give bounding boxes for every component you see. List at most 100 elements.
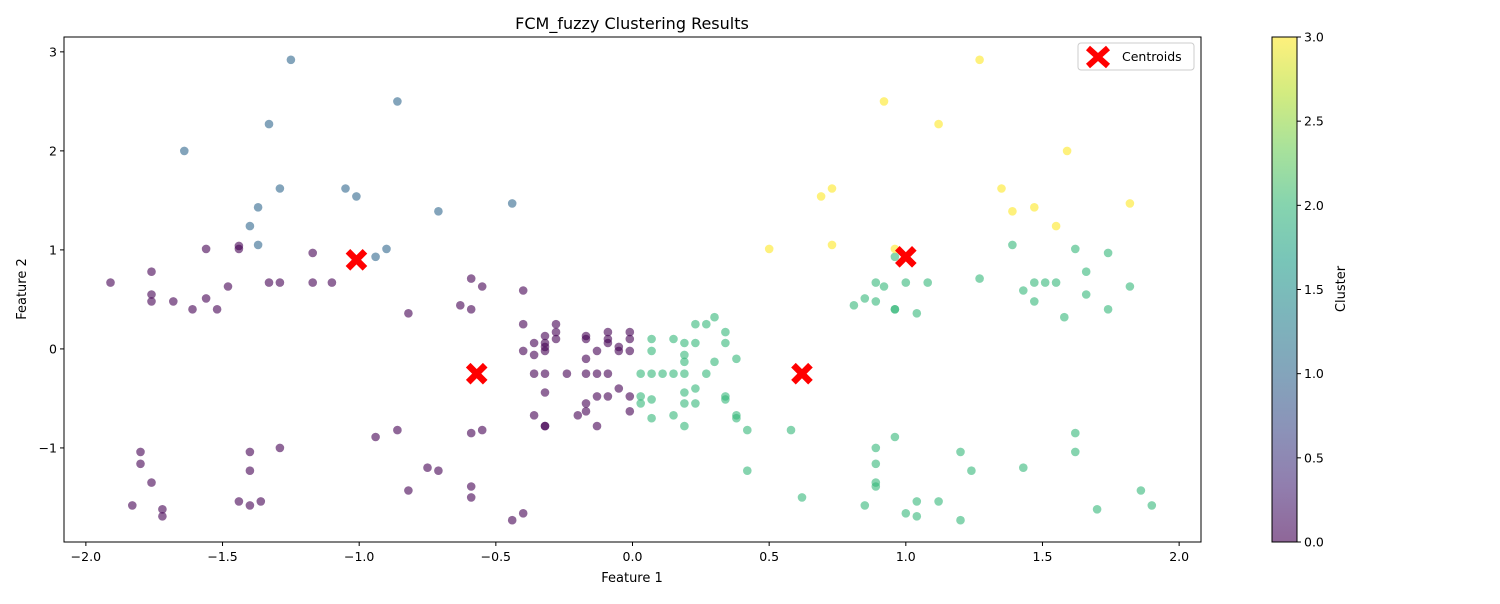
data-point-cluster-0: [264, 278, 274, 287]
data-point-cluster-1: [352, 192, 361, 201]
data-point-cluster-2: [721, 338, 730, 348]
data-point-cluster-0: [275, 278, 285, 287]
data-point-cluster-0: [393, 425, 402, 435]
data-point-cluster-2: [680, 399, 689, 408]
centroid-markers: [345, 246, 917, 385]
data-point-cluster-0: [423, 463, 432, 473]
data-point-cluster-0: [456, 301, 465, 310]
data-point-cluster-0: [147, 290, 156, 299]
legend-label-centroids: Centroids: [1122, 49, 1182, 64]
data-point-cluster-2: [680, 421, 689, 431]
data-point-cluster-2: [1147, 501, 1157, 510]
data-point-cluster-1: [393, 97, 402, 106]
data-point-cluster-2: [786, 425, 796, 435]
x-tick-label: 0.0: [623, 549, 643, 564]
data-point-cluster-0: [529, 411, 539, 420]
y-tick-label: 1: [49, 242, 57, 257]
data-point-cluster-0: [592, 346, 602, 356]
data-point-cluster-0: [201, 294, 211, 303]
data-point-cluster-2: [1092, 505, 1102, 514]
x-tick-label: −0.5: [481, 549, 511, 564]
data-point-cluster-0: [540, 346, 550, 356]
data-point-cluster-0: [245, 447, 255, 457]
colorbar-tick-label: 1.5: [1304, 282, 1324, 297]
y-tick-label: −1: [39, 440, 57, 455]
data-point-cluster-0: [371, 432, 380, 442]
data-point-cluster-0: [573, 411, 583, 420]
data-point-cluster-2: [1071, 447, 1080, 457]
data-point-cluster-2: [860, 501, 870, 510]
data-point-cluster-0: [581, 399, 591, 408]
data-point-cluster-2: [647, 334, 656, 344]
data-point-cluster-2: [901, 278, 911, 287]
data-point-cluster-1: [275, 184, 285, 193]
colorbar-tick-label: 0.0: [1304, 535, 1324, 550]
data-point-cluster-1: [341, 184, 350, 193]
data-point-cluster-3: [934, 119, 943, 129]
data-point-cluster-0: [603, 369, 613, 379]
data-point-cluster-1: [245, 221, 255, 231]
data-point-cluster-2: [912, 309, 922, 318]
colorbar: 0.0 0.5 1.0 1.5 2.0 2.5 3.0 Cluster: [1271, 30, 1349, 550]
data-point-cluster-3: [879, 97, 889, 106]
data-point-cluster-0: [234, 244, 244, 254]
data-point-cluster-2: [890, 432, 900, 442]
data-point-cluster-0: [603, 338, 613, 348]
data-point-cluster-0: [147, 297, 156, 306]
colorbar-tick-label: 3.0: [1304, 30, 1324, 45]
data-point-cluster-2: [890, 252, 900, 262]
data-point-cluster-2: [658, 369, 667, 379]
data-point-cluster-0: [466, 482, 476, 491]
data-point-cluster-1: [180, 146, 189, 156]
colorbar-tick-label: 1.0: [1304, 366, 1324, 381]
data-point-cluster-0: [147, 267, 156, 277]
colorbar-tick-label: 2.0: [1304, 198, 1324, 213]
data-point-cluster-0: [625, 327, 635, 337]
data-point-cluster-3: [827, 184, 837, 193]
data-point-cluster-0: [212, 305, 222, 314]
data-point-cluster-0: [592, 421, 602, 431]
legend-centroid-marker: [1085, 45, 1111, 69]
centroid-marker-1: [465, 362, 488, 385]
data-point-cluster-3: [1125, 199, 1135, 208]
data-point-cluster-0: [518, 286, 528, 295]
data-point-cluster-1: [371, 252, 380, 262]
colorbar-ticks: 0.0 0.5 1.0 1.5 2.0 2.5 3.0: [1297, 30, 1324, 550]
data-point-cluster-0: [234, 497, 244, 506]
y-tick-label: 0: [49, 341, 57, 356]
data-point-cluster-2: [636, 369, 645, 379]
data-point-cluster-0: [625, 346, 635, 356]
data-point-cluster-0: [188, 305, 197, 314]
data-point-cluster-0: [614, 346, 624, 356]
data-point-cluster-0: [466, 305, 476, 314]
y-axis-ticks: −1 0 1 2 3: [39, 44, 64, 455]
data-point-cluster-0: [477, 282, 487, 291]
data-point-cluster-0: [529, 338, 539, 348]
data-point-cluster-0: [136, 459, 145, 469]
data-point-cluster-2: [956, 447, 965, 457]
data-point-cluster-2: [1103, 248, 1113, 258]
data-point-cluster-2: [1071, 244, 1080, 254]
data-point-cluster-0: [201, 244, 211, 254]
data-point-cluster-2: [710, 312, 719, 322]
data-point-cluster-2: [1081, 267, 1091, 277]
centroid-marker-2: [791, 362, 813, 385]
data-point-cluster-2: [691, 338, 700, 348]
data-point-cluster-0: [592, 392, 602, 401]
data-point-cluster-2: [956, 515, 965, 525]
data-point-cluster-2: [680, 357, 689, 367]
data-point-cluster-0: [603, 327, 613, 337]
x-tick-label: 1.0: [896, 549, 916, 564]
data-point-cluster-0: [540, 331, 550, 341]
data-point-cluster-0: [404, 486, 413, 495]
data-point-cluster-1: [434, 207, 443, 216]
data-point-cluster-2: [849, 301, 859, 310]
data-point-cluster-0: [245, 501, 255, 510]
centroid-marker-3: [895, 246, 917, 268]
x-tick-label: −1.0: [344, 549, 374, 564]
data-point-cluster-2: [669, 411, 678, 420]
data-point-cluster-3: [827, 240, 837, 250]
data-point-cluster-1: [382, 244, 391, 254]
data-point-cluster-2: [975, 274, 984, 283]
data-point-cluster-3: [1062, 146, 1072, 156]
